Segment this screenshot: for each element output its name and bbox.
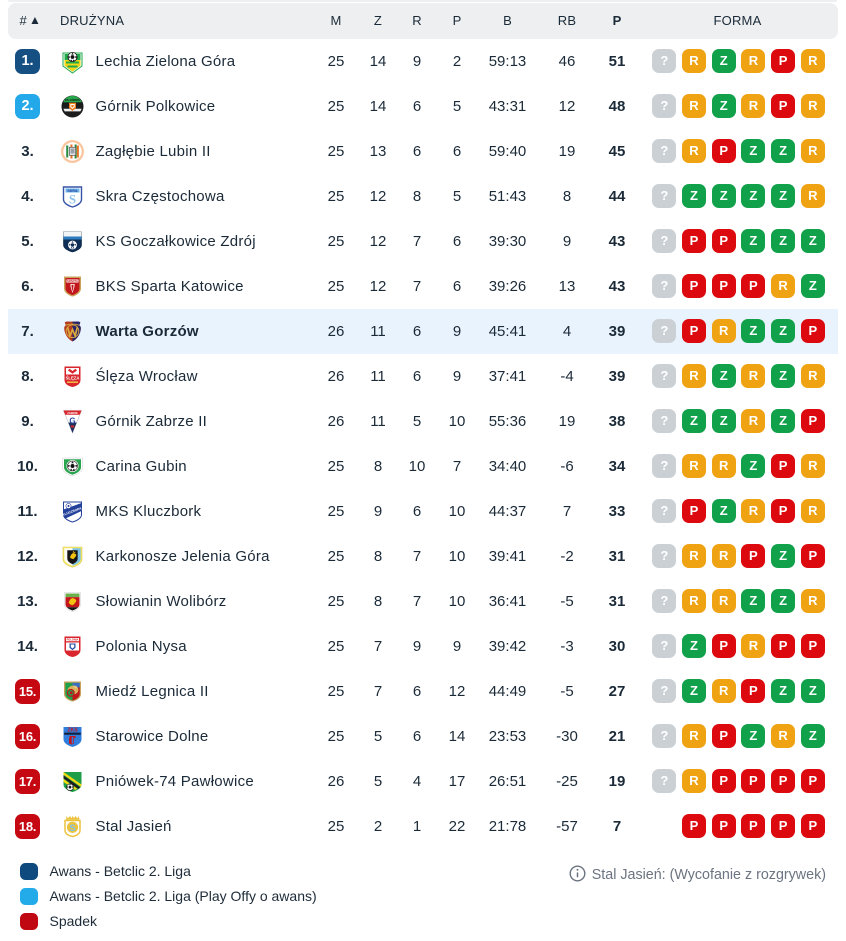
- svg-text:POLONIA: POLONIA: [67, 637, 79, 641]
- svg-text:SKRA: SKRA: [67, 188, 78, 192]
- svg-text:ŚLĘZA: ŚLĘZA: [66, 375, 80, 380]
- svg-text:S: S: [69, 191, 76, 206]
- svg-text:S: S: [69, 823, 75, 834]
- svg-text:KS GÓRNIK: KS GÓRNIK: [65, 96, 80, 101]
- svg-text:ZABRZE: ZABRZE: [67, 411, 78, 415]
- svg-text:KLUCZBORK: KLUCZBORK: [62, 506, 83, 517]
- svg-text:ZKS: ZKS: [67, 727, 78, 733]
- svg-text:SPARTA: SPARTA: [67, 279, 78, 283]
- svg-text:G: G: [69, 416, 75, 425]
